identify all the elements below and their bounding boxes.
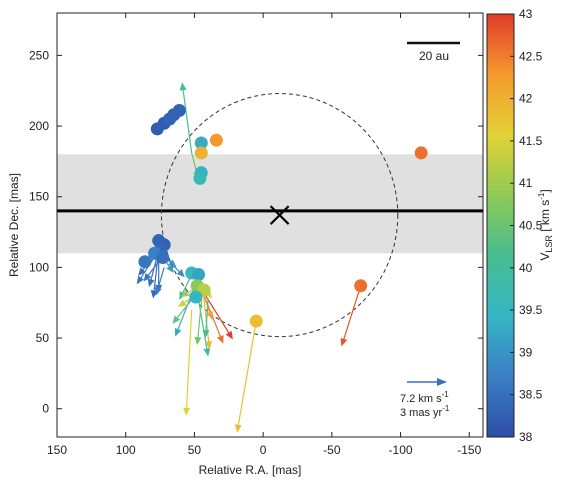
maser-spot	[172, 104, 186, 118]
scale-bar: 20 au	[407, 41, 460, 63]
colorbar-tick-label: 41	[519, 176, 533, 190]
reference-arrow-head	[437, 378, 447, 386]
center-cross-stroke-2	[269, 205, 290, 225]
colorbar-tick-label: 39	[519, 345, 533, 359]
y-tick-label: 50	[36, 331, 50, 345]
velocity-vector-head	[183, 407, 191, 416]
y-tick-label: 250	[29, 48, 49, 62]
velocity-vector-head	[147, 278, 155, 288]
velocity-vector-head	[172, 315, 181, 324]
colorbar-label: VLSR [ km s-1]	[537, 189, 554, 260]
velocity-vector-head	[206, 310, 213, 320]
colorbar-gradient	[486, 13, 515, 438]
reference-arrow: 7.2 km s-1 3 mas yr-1	[400, 378, 450, 419]
velocity-vector-head	[154, 287, 162, 296]
y-tick-label: 100	[29, 260, 49, 274]
velocity-vector-head	[203, 347, 211, 357]
colorbar-tick-label: 42	[519, 92, 533, 106]
colorbar: 38 38.5 39 39.5 40 40.5 41 41.5 42 42.5 43	[486, 7, 543, 444]
maser-spot	[138, 255, 152, 269]
velocity-vector-shaft	[157, 267, 165, 289]
velocity-vector-head	[176, 269, 185, 278]
x-tick-label: 100	[116, 443, 136, 457]
velocity-vector-head	[225, 330, 233, 340]
maser-spot	[194, 146, 208, 160]
velocity-vector	[234, 321, 257, 433]
velocity-vector-head	[202, 329, 210, 339]
velocity-vector-head	[168, 259, 177, 268]
maser-spot	[354, 279, 368, 293]
maser-spot	[194, 136, 208, 150]
maser-spot	[189, 290, 203, 304]
velocity-vector	[179, 82, 193, 154]
reference-arrow-label-2: 3 mas yr-1	[400, 404, 450, 419]
velocity-vector-shaft	[182, 90, 193, 154]
velocity-vector-head	[205, 341, 213, 350]
velocity-vector	[183, 309, 193, 416]
reference-arrow-label-1: 7.2 km s-1	[400, 390, 449, 405]
velocity-vector-head	[143, 273, 152, 282]
velocity-vector	[340, 285, 362, 347]
velocity-vector-head	[136, 275, 144, 285]
velocity-vector-head	[177, 299, 187, 307]
shaded-band	[57, 154, 483, 254]
colorbar-tick-label: 40	[519, 261, 533, 275]
velocity-vector-head	[234, 424, 242, 433]
colorbar-tick-label: 38	[519, 430, 533, 444]
colorbar-tick-label: 39.5	[519, 303, 543, 317]
y-tick-label: 200	[29, 119, 49, 133]
colorbar-tick-label: 42.5	[519, 49, 543, 63]
maser-spot	[156, 251, 170, 265]
velocity-vector	[202, 298, 210, 339]
dashed-circle	[160, 93, 399, 338]
velocity-vector-head	[174, 327, 182, 337]
colorbar-tick-label: 40.5	[519, 219, 543, 233]
velocity-vector-shaft	[185, 309, 193, 408]
y-tick-label: 150	[29, 190, 49, 204]
maser-spot	[209, 133, 223, 147]
x-axis-label: Relative R.A. [mas]	[199, 463, 302, 477]
x-tick-label: 0	[260, 443, 267, 457]
colorbar-tick-label: 41.5	[519, 134, 543, 148]
velocity-vector-head	[179, 82, 187, 91]
maser-spot	[414, 146, 428, 160]
y-tick-label: 0	[42, 402, 49, 416]
x-tick-label: 150	[47, 443, 67, 457]
velocity-vector-head	[340, 337, 348, 347]
velocity-vector-head	[180, 289, 190, 298]
velocity-vector-shaft	[205, 298, 209, 331]
velocity-vector-shaft	[343, 285, 362, 340]
colorbar-tick-label: 38.5	[519, 388, 543, 402]
velocity-vector-head	[194, 336, 202, 346]
x-tick-label: 50	[188, 443, 202, 457]
colorbar-tick-label: 43	[519, 7, 533, 21]
maser-spot	[192, 267, 206, 281]
velocity-vector-shaft	[237, 321, 257, 425]
plot-frame	[56, 12, 484, 438]
velocity-vector-shaft	[191, 152, 198, 173]
x-tick-label: -50	[323, 443, 341, 457]
x-tick-label: -100	[389, 443, 413, 457]
x-tick-label: -150	[457, 443, 481, 457]
maser-spot	[193, 171, 207, 185]
y-axis-label: Relative Dec. [mas]	[7, 173, 21, 277]
velocity-vector	[154, 267, 165, 296]
velocity-vector-head	[217, 334, 224, 344]
scale-bar-label: 20 au	[419, 49, 449, 63]
maser-spot	[249, 314, 263, 328]
velocity-vector-head	[138, 267, 146, 276]
velocity-vector-head	[166, 264, 174, 274]
